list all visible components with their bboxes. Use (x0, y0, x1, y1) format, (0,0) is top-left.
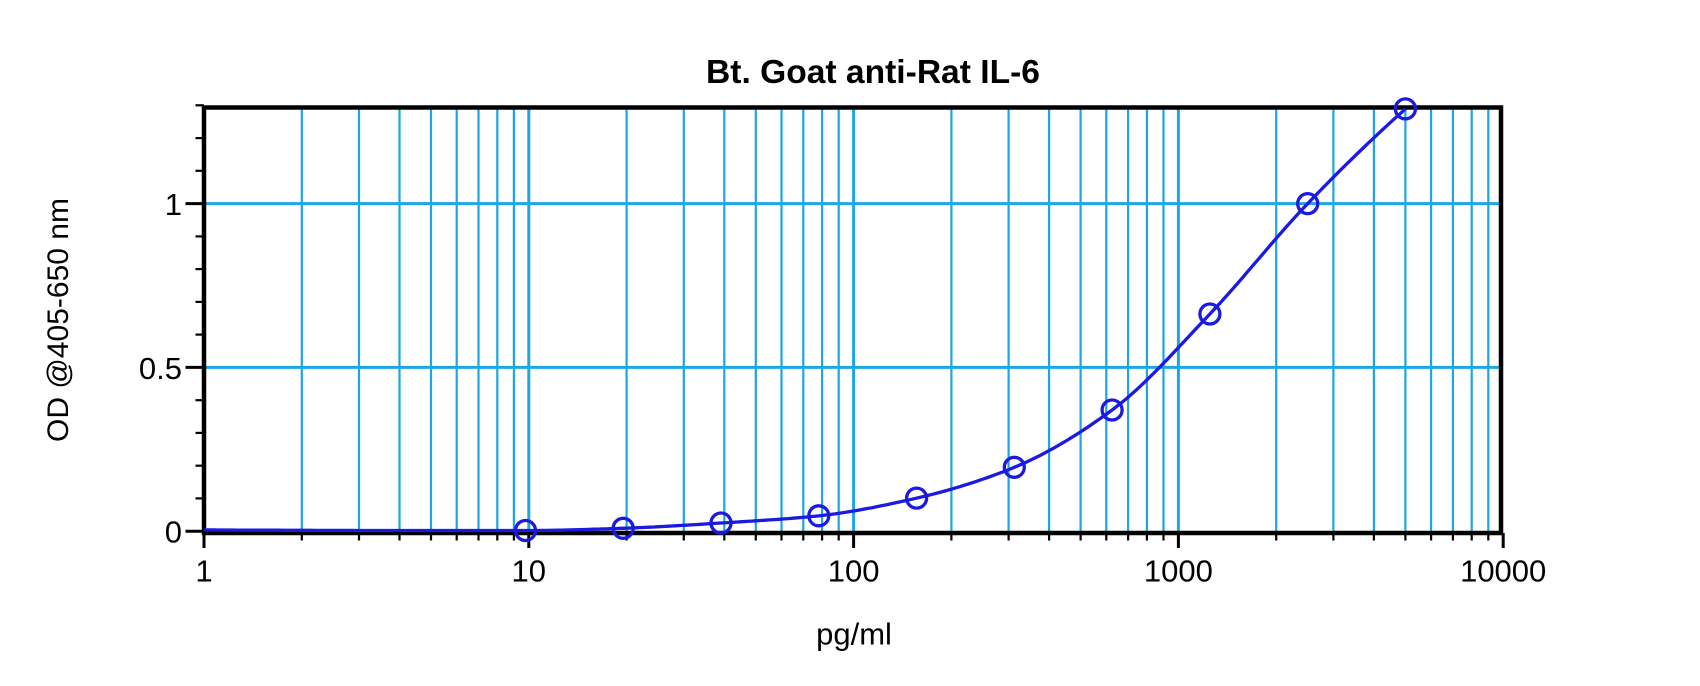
svg-text:pg/ml: pg/ml (816, 617, 892, 652)
svg-text:1: 1 (165, 187, 182, 222)
svg-text:OD @405-650 nm: OD @405-650 nm (42, 198, 75, 442)
svg-text:1000: 1000 (1144, 554, 1213, 589)
svg-text:10: 10 (512, 554, 546, 589)
svg-text:Bt. Goat anti-Rat IL-6: Bt. Goat anti-Rat IL-6 (706, 54, 1040, 91)
svg-text:100: 100 (828, 554, 880, 589)
svg-text:10000: 10000 (1460, 554, 1546, 589)
svg-text:0.5: 0.5 (139, 351, 182, 386)
svg-text:1: 1 (195, 554, 212, 589)
svg-text:0: 0 (165, 515, 182, 550)
